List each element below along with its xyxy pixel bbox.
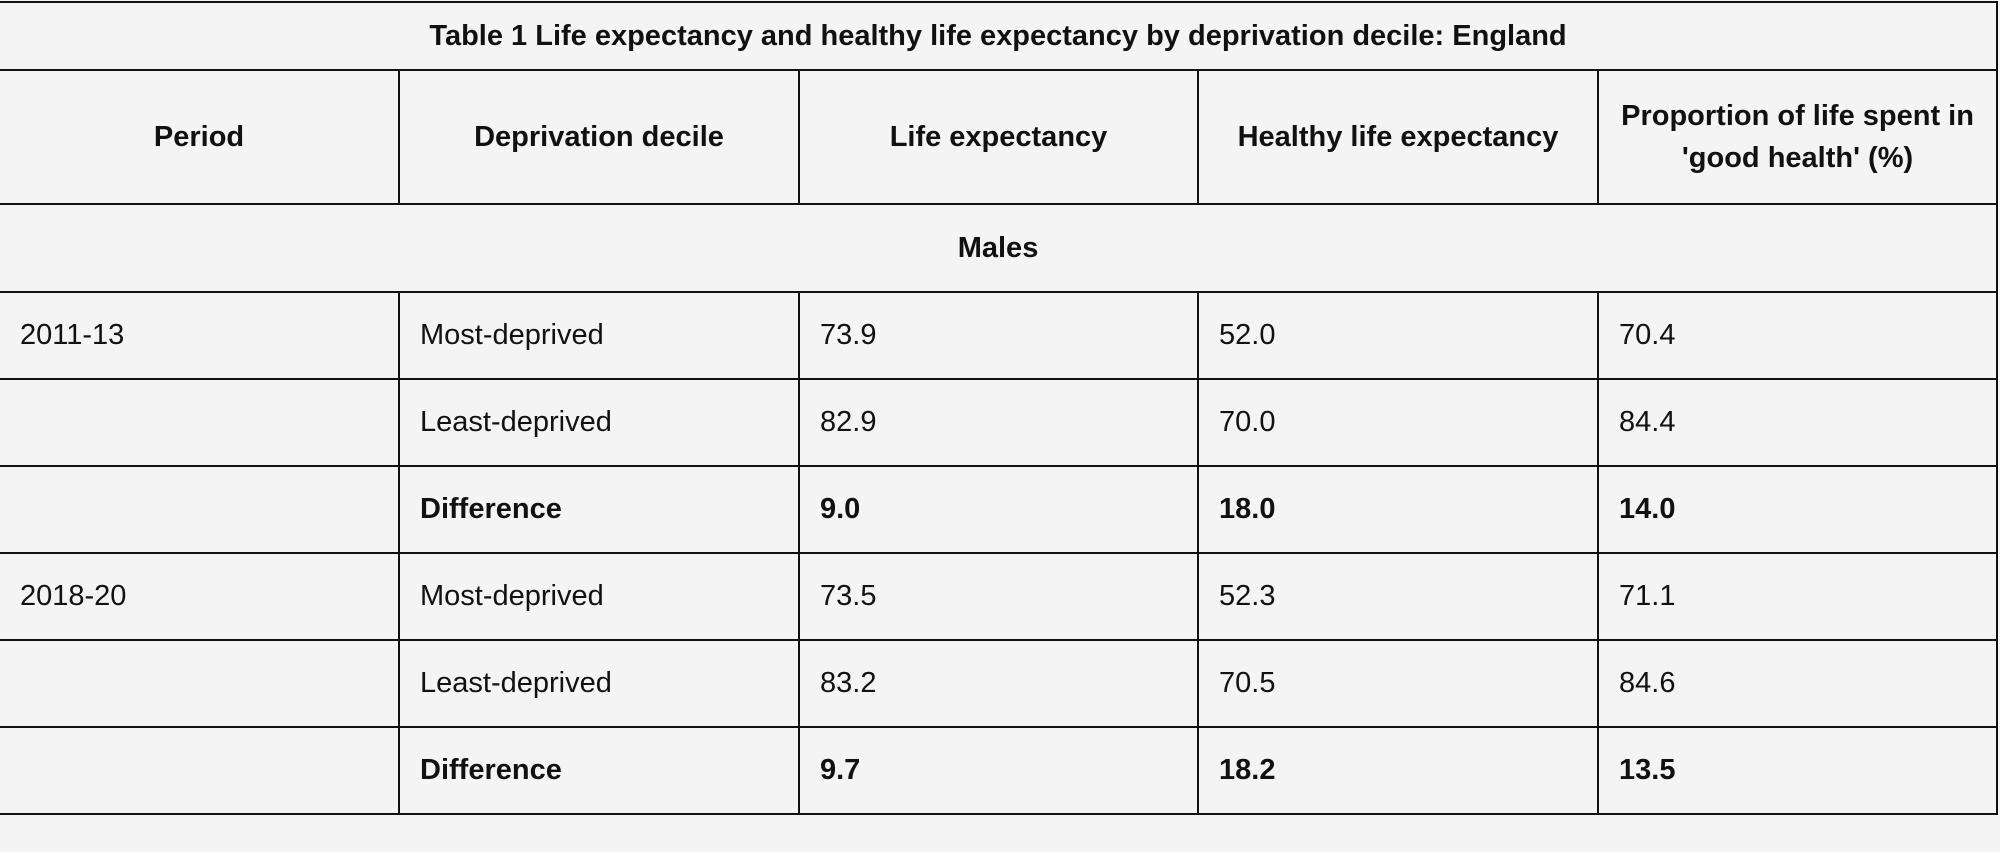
table-title-row: Table 1 Life expectancy and healthy life… xyxy=(0,1,1999,71)
cell-healthy-life-expectancy: 52.0 xyxy=(1197,291,1599,380)
column-header-life-expectancy: Life expectancy xyxy=(798,69,1199,205)
cell-deprivation-decile: Least-deprived xyxy=(398,378,800,467)
life-expectancy-table: Table 1 Life expectancy and healthy life… xyxy=(0,1,1999,815)
table-row: 2011-13 Most-deprived 73.9 52.0 70.4 xyxy=(0,291,1999,380)
cell-deprivation-decile: Difference xyxy=(398,465,800,554)
cell-period: 2011-13 xyxy=(0,291,400,380)
cell-proportion-good-health: 70.4 xyxy=(1596,291,1999,380)
cell-healthy-life-expectancy: 70.5 xyxy=(1197,639,1599,728)
cell-life-expectancy: 82.9 xyxy=(798,378,1199,467)
cell-life-expectancy: 9.7 xyxy=(798,726,1199,815)
cell-proportion-good-health: 84.4 xyxy=(1596,378,1999,467)
cell-life-expectancy: 9.0 xyxy=(798,465,1199,554)
table-row: Difference 9.0 18.0 14.0 xyxy=(0,465,1999,554)
column-header-healthy-life-expectancy: Healthy life expectancy xyxy=(1197,69,1599,205)
cell-deprivation-decile: Most-deprived xyxy=(398,291,800,380)
column-header-period: Period xyxy=(0,69,400,205)
column-header-proportion-good-health: Proportion of life spent in 'good health… xyxy=(1596,69,1999,205)
cell-healthy-life-expectancy: 18.2 xyxy=(1197,726,1599,815)
cell-deprivation-decile: Least-deprived xyxy=(398,639,800,728)
cell-healthy-life-expectancy: 52.3 xyxy=(1197,552,1599,641)
cell-period xyxy=(0,465,400,554)
table-row: Difference 9.7 18.2 13.5 xyxy=(0,726,1999,815)
cell-deprivation-decile: Most-deprived xyxy=(398,552,800,641)
cell-period xyxy=(0,726,400,815)
section-row-males: Males xyxy=(0,203,1999,293)
cell-period: 2018-20 xyxy=(0,552,400,641)
table-header-row: Period Deprivation decile Life expectanc… xyxy=(0,69,1999,205)
cell-deprivation-decile: Difference xyxy=(398,726,800,815)
section-label: Males xyxy=(0,203,1999,293)
cell-proportion-good-health: 84.6 xyxy=(1596,639,1999,728)
cell-life-expectancy: 73.5 xyxy=(798,552,1199,641)
cell-life-expectancy: 83.2 xyxy=(798,639,1199,728)
table-body: 2011-13 Most-deprived 73.9 52.0 70.4 Least-de… xyxy=(0,291,1999,815)
cell-proportion-good-health: 13.5 xyxy=(1596,726,1999,815)
cell-healthy-life-expectancy: 70.0 xyxy=(1197,378,1599,467)
column-header-deprivation-decile: Deprivation decile xyxy=(398,69,800,205)
table-title: Table 1 Life expectancy and healthy life… xyxy=(0,1,1999,71)
cell-proportion-good-health: 71.1 xyxy=(1596,552,1999,641)
cell-healthy-life-expectancy: 18.0 xyxy=(1197,465,1599,554)
table-row: Least-deprived 83.2 70.5 84.6 xyxy=(0,639,1999,728)
cell-period xyxy=(0,378,400,467)
table-row: Least-deprived 82.9 70.0 84.4 xyxy=(0,378,1999,467)
cell-life-expectancy: 73.9 xyxy=(798,291,1199,380)
cell-period xyxy=(0,639,400,728)
cell-proportion-good-health: 14.0 xyxy=(1596,465,1999,554)
table-container: Table 1 Life expectancy and healthy life… xyxy=(0,1,1999,815)
table-row: 2018-20 Most-deprived 73.5 52.3 71.1 xyxy=(0,552,1999,641)
